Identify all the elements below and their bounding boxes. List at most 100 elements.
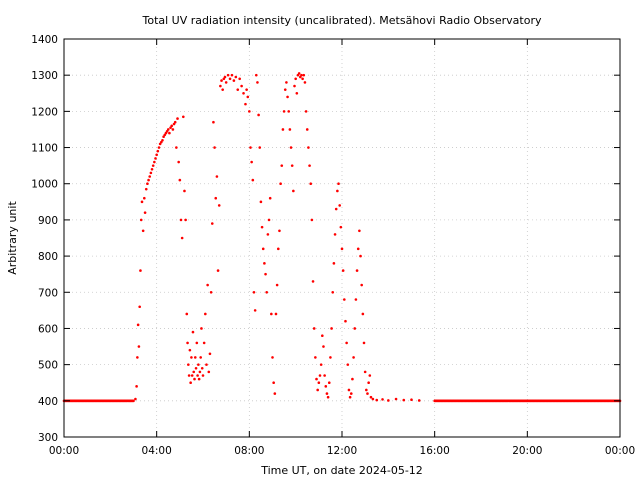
- data-point: [245, 88, 248, 91]
- data-point: [202, 341, 206, 345]
- data-point: [366, 392, 369, 395]
- data-point: [330, 327, 333, 330]
- data-point: [148, 175, 152, 178]
- data-point: [187, 363, 190, 366]
- data-point: [355, 269, 359, 272]
- y-tick-label: 600: [38, 323, 58, 335]
- data-point: [301, 77, 304, 81]
- x-tick-label: 12:00: [327, 445, 357, 457]
- data-point: [234, 75, 238, 79]
- data-point: [179, 218, 183, 222]
- data-point: [146, 182, 149, 186]
- data-point: [263, 262, 266, 265]
- data-point: [340, 247, 344, 251]
- data-point: [338, 204, 341, 207]
- data-point: [283, 88, 287, 91]
- data-point: [210, 222, 214, 225]
- y-tick-label: 800: [38, 251, 58, 263]
- data-point: [265, 290, 269, 294]
- data-point: [261, 247, 265, 251]
- data-point: [185, 312, 189, 316]
- data-point: [250, 160, 253, 164]
- data-point: [358, 229, 361, 233]
- data-point: [343, 298, 346, 301]
- data-point: [312, 327, 316, 330]
- data-point: [311, 280, 315, 283]
- y-axis-title: Arbitrary unit: [6, 201, 19, 275]
- data-point: [221, 88, 224, 91]
- data-point: [285, 81, 288, 84]
- data-point: [260, 225, 264, 229]
- x-tick-label: 00:00: [49, 445, 79, 457]
- data-point: [315, 377, 318, 381]
- data-point: [230, 73, 234, 77]
- data-point: [215, 175, 219, 178]
- data-point: [192, 370, 196, 374]
- data-point: [256, 81, 259, 84]
- data-point: [290, 164, 294, 167]
- data-point: [132, 399, 135, 403]
- data-point: [359, 254, 362, 258]
- data-point: [309, 182, 313, 186]
- data-point: [302, 73, 306, 77]
- data-point: [216, 269, 220, 272]
- data-point: [180, 236, 184, 240]
- data-point: [136, 323, 140, 327]
- y-tick-label: 700: [38, 287, 58, 299]
- data-point: [289, 146, 293, 149]
- data-point: [135, 385, 138, 388]
- data-point: [232, 79, 236, 82]
- data-point: [324, 385, 328, 388]
- data-point: [339, 225, 343, 229]
- data-point: [183, 189, 186, 193]
- data-point: [363, 370, 367, 374]
- data-point: [371, 397, 375, 401]
- data-point: [236, 88, 240, 91]
- data-point: [252, 290, 256, 294]
- data-point: [193, 356, 197, 359]
- data-point: [295, 91, 299, 95]
- data-point: [200, 327, 203, 330]
- data-point: [325, 392, 329, 395]
- x-tick-label: 00:00: [605, 445, 635, 457]
- data-point: [253, 309, 257, 312]
- data-point: [190, 374, 194, 377]
- data-point: [214, 196, 218, 200]
- data-point: [331, 290, 335, 294]
- data-point: [217, 204, 221, 207]
- data-point: [275, 283, 279, 287]
- data-point: [333, 233, 337, 236]
- data-point: [354, 298, 358, 301]
- data-point: [287, 110, 291, 113]
- chart-title: Total UV radiation intensity (uncalibrat…: [142, 14, 542, 27]
- data-point: [300, 73, 303, 77]
- data-point: [352, 356, 355, 359]
- data-point: [381, 398, 384, 401]
- y-tick-label: 500: [38, 360, 58, 372]
- data-point: [155, 153, 158, 157]
- data-point: [149, 171, 153, 175]
- data-point: [387, 399, 390, 402]
- data-point: [351, 377, 354, 381]
- data-point: [136, 356, 139, 359]
- data-point: [341, 269, 345, 272]
- data-point: [151, 164, 155, 167]
- data-point: [141, 229, 145, 233]
- y-tick-label: 300: [38, 432, 58, 444]
- data-point: [193, 377, 196, 381]
- data-point: [360, 283, 363, 287]
- data-point: [223, 75, 227, 79]
- data-point: [161, 139, 164, 142]
- data-point: [271, 356, 274, 359]
- data-point: [368, 374, 372, 377]
- data-point: [258, 146, 262, 149]
- data-point: [251, 178, 255, 182]
- data-point: [286, 95, 289, 99]
- data-point: [212, 120, 215, 124]
- x-axis-title: Time UT, on date 2024-05-12: [260, 464, 423, 477]
- data-point: [276, 247, 280, 251]
- data-point: [143, 196, 146, 200]
- data-point: [209, 290, 213, 294]
- data-point: [200, 366, 204, 370]
